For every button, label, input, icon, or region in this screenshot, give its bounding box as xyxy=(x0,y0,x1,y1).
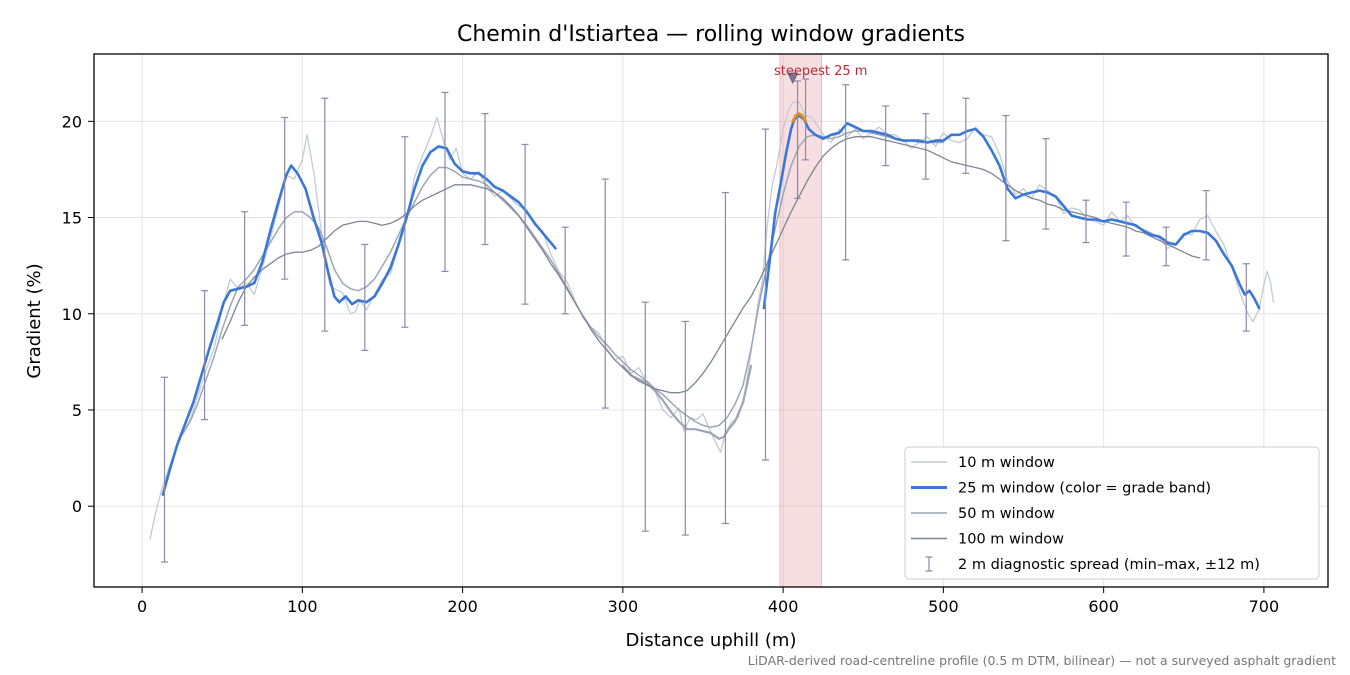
x-tick-label: 300 xyxy=(608,597,639,616)
series-line-3 xyxy=(791,112,807,123)
x-tick-label: 200 xyxy=(447,597,478,616)
x-tick-label: 0 xyxy=(137,597,147,616)
x-tick-label: 400 xyxy=(768,597,799,616)
series-group xyxy=(149,78,1275,563)
legend-label: 100 m window xyxy=(958,532,1064,548)
x-tick-label: 500 xyxy=(928,597,959,616)
series-line-6 xyxy=(221,136,1201,394)
chart-title: Chemin d'Istiartea — rolling window grad… xyxy=(457,22,965,47)
steepest-marker xyxy=(787,72,799,84)
x-axis-label: Distance uphill (m) xyxy=(626,630,797,651)
y-axis-label: Gradient (%) xyxy=(24,263,45,378)
x-tick-label: 100 xyxy=(287,597,318,616)
series-line-1 xyxy=(161,145,557,496)
plot-frame xyxy=(93,53,1329,588)
legend-label: 25 m window (color = grade band) xyxy=(958,481,1211,497)
legend-box xyxy=(904,446,1320,580)
y-tick-label: 0 xyxy=(72,497,82,516)
legend-label: 10 m window xyxy=(958,455,1055,471)
y-tick-label: 5 xyxy=(72,401,82,420)
legend-label: 2 m diagnostic spread (min–max, ±12 m) xyxy=(958,557,1260,573)
steepest-label: steepest 25 m xyxy=(774,64,867,79)
y-tick-label: 20 xyxy=(62,112,82,131)
x-tick-label: 700 xyxy=(1249,597,1280,616)
legend-label: 50 m window xyxy=(958,506,1055,522)
series-line-2 xyxy=(762,114,1261,310)
x-tick-label: 600 xyxy=(1088,597,1119,616)
y-tick-label: 10 xyxy=(62,305,82,324)
footnote: LiDAR-derived road-centreline profile (0… xyxy=(748,653,1336,668)
y-tick-label: 15 xyxy=(62,209,82,228)
